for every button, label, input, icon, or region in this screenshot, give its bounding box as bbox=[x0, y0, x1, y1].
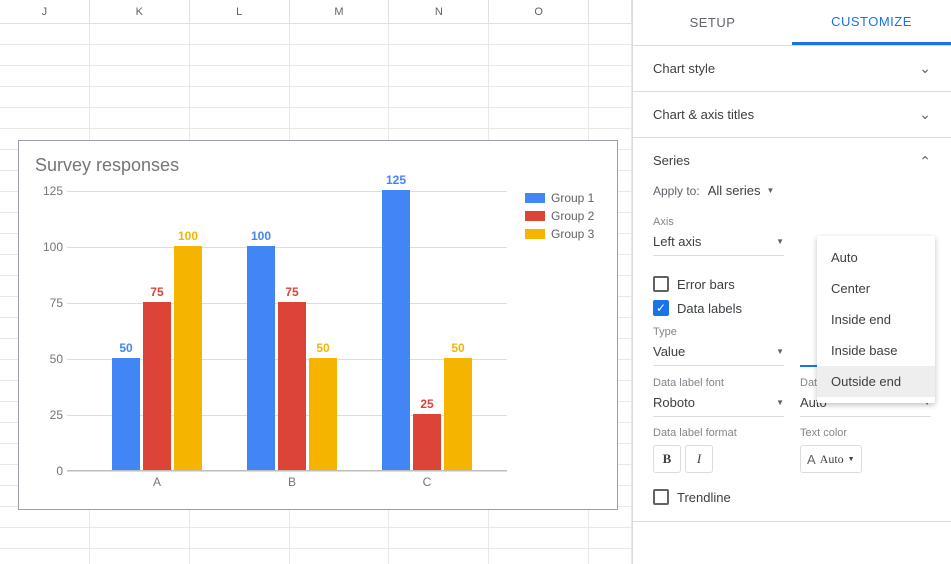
section-series-header[interactable]: Series ⌄ bbox=[633, 138, 951, 183]
legend-item: Group 2 bbox=[525, 209, 605, 223]
chart-bar[interactable] bbox=[444, 358, 472, 470]
position-option[interactable]: Auto bbox=[817, 242, 935, 273]
chart-bar[interactable] bbox=[382, 190, 410, 470]
column-header[interactable]: L bbox=[190, 0, 290, 23]
position-option[interactable]: Inside end bbox=[817, 304, 935, 335]
apply-to-dropdown[interactable]: All series ▼ bbox=[708, 183, 775, 198]
column-header[interactable]: J bbox=[0, 0, 90, 23]
chart-container[interactable]: Survey responses Group 1 Group 2 Group 3 0… bbox=[18, 140, 618, 510]
data-label: 125 bbox=[386, 173, 406, 187]
position-popup: AutoCenterInside endInside baseOutside e… bbox=[817, 236, 935, 403]
tab-setup[interactable]: SETUP bbox=[633, 0, 792, 45]
legend-item: Group 3 bbox=[525, 227, 605, 241]
chevron-up-icon: ⌄ bbox=[919, 152, 931, 169]
column-header[interactable]: M bbox=[290, 0, 390, 23]
sidebar-tabs: SETUP CUSTOMIZE bbox=[633, 0, 951, 46]
column-header[interactable]: O bbox=[489, 0, 589, 23]
section-chart-style[interactable]: Chart style ⌄ bbox=[633, 46, 951, 92]
x-tick-label: C bbox=[423, 475, 432, 489]
chart-editor-sidebar: SETUP CUSTOMIZE Chart style ⌄ Chart & ax… bbox=[633, 0, 951, 564]
data-label: 50 bbox=[316, 341, 329, 355]
section-title-axis-titles: Chart & axis titles bbox=[653, 107, 754, 122]
section-title-chart-style: Chart style bbox=[653, 61, 715, 76]
legend-swatch bbox=[525, 229, 545, 239]
data-label: 100 bbox=[251, 229, 271, 243]
type-dropdown[interactable]: Value ▼ bbox=[653, 338, 784, 366]
dropdown-arrow-icon: ▼ bbox=[766, 186, 774, 195]
axis-dropdown[interactable]: Left axis ▼ bbox=[653, 228, 784, 256]
dropdown-arrow-icon: ▼ bbox=[776, 398, 784, 407]
font-dropdown[interactable]: Roboto ▼ bbox=[653, 389, 784, 417]
spreadsheet-area: JKLMNO Survey responses Group 1Group 2Gr… bbox=[0, 0, 633, 564]
chart-bar[interactable] bbox=[247, 246, 275, 470]
chart-body: Group 1Group 2Group 3 025507510012550751… bbox=[35, 191, 605, 499]
legend-label: Group 2 bbox=[551, 209, 594, 223]
type-label: Type bbox=[653, 326, 784, 338]
chevron-down-icon: ⌄ bbox=[919, 60, 931, 77]
x-tick-label: B bbox=[288, 475, 296, 489]
dropdown-arrow-icon: ▼ bbox=[776, 237, 784, 246]
data-label: 25 bbox=[420, 397, 433, 411]
chart-legend: Group 1 Group 2 Group 3 bbox=[525, 191, 605, 245]
error-bars-checkbox[interactable] bbox=[653, 276, 669, 292]
data-label: 100 bbox=[178, 229, 198, 243]
tab-customize[interactable]: CUSTOMIZE bbox=[792, 0, 951, 45]
position-option[interactable]: Inside base bbox=[817, 335, 935, 366]
x-tick-label: A bbox=[153, 475, 161, 489]
legend-swatch bbox=[525, 193, 545, 203]
data-labels-checkbox[interactable]: ✓ bbox=[653, 300, 669, 316]
trendline-label: Trendline bbox=[677, 490, 731, 505]
data-label: 50 bbox=[119, 341, 132, 355]
legend-item: Group 1 bbox=[525, 191, 605, 205]
chart-title: Survey responses bbox=[19, 141, 617, 184]
chart-bar[interactable] bbox=[143, 302, 171, 470]
chart-plot: 02550751001255075100A1007550B1252550C bbox=[67, 191, 507, 471]
chart-bar[interactable] bbox=[309, 358, 337, 470]
error-bars-label: Error bars bbox=[677, 277, 735, 292]
y-tick-label: 125 bbox=[37, 184, 63, 198]
chart-bar[interactable] bbox=[278, 302, 306, 470]
y-tick-label: 75 bbox=[37, 296, 63, 310]
text-color-button[interactable]: A Auto ▼ bbox=[800, 445, 862, 473]
dropdown-arrow-icon: ▼ bbox=[848, 455, 855, 463]
format-label: Data label format bbox=[653, 427, 784, 439]
text-color-label: Text color bbox=[800, 427, 931, 439]
y-tick-label: 100 bbox=[37, 240, 63, 254]
font-label: Data label font bbox=[653, 377, 784, 389]
trendline-checkbox[interactable] bbox=[653, 489, 669, 505]
section-title-series: Series bbox=[653, 153, 690, 168]
column-header[interactable] bbox=[589, 0, 632, 23]
data-label: 50 bbox=[451, 341, 464, 355]
chart-bar[interactable] bbox=[112, 358, 140, 470]
column-header[interactable]: K bbox=[90, 0, 190, 23]
position-option[interactable]: Center bbox=[817, 273, 935, 304]
text-color-icon: A bbox=[807, 452, 816, 467]
position-option[interactable]: Outside end bbox=[817, 366, 935, 397]
data-labels-label: Data labels bbox=[677, 301, 742, 316]
y-tick-label: 0 bbox=[37, 464, 63, 478]
legend-label: Group 1 bbox=[551, 191, 594, 205]
legend-swatch bbox=[525, 211, 545, 221]
chart-bar[interactable] bbox=[174, 246, 202, 470]
y-tick-label: 25 bbox=[37, 408, 63, 422]
dropdown-arrow-icon: ▼ bbox=[776, 347, 784, 356]
axis-label: Axis bbox=[653, 216, 784, 228]
y-tick-label: 50 bbox=[37, 352, 63, 366]
legend-label: Group 3 bbox=[551, 227, 594, 241]
apply-to-label: Apply to: bbox=[653, 184, 700, 198]
data-label: 75 bbox=[150, 285, 163, 299]
section-axis-titles[interactable]: Chart & axis titles ⌄ bbox=[633, 92, 951, 138]
bold-button[interactable]: B bbox=[653, 445, 681, 473]
italic-button[interactable]: I bbox=[685, 445, 713, 473]
column-header[interactable]: N bbox=[389, 0, 489, 23]
trendline-row[interactable]: Trendline bbox=[653, 489, 931, 505]
column-headers: JKLMNO bbox=[0, 0, 632, 24]
chart-bar[interactable] bbox=[413, 414, 441, 470]
data-label: 75 bbox=[285, 285, 298, 299]
chevron-down-icon: ⌄ bbox=[919, 106, 931, 123]
